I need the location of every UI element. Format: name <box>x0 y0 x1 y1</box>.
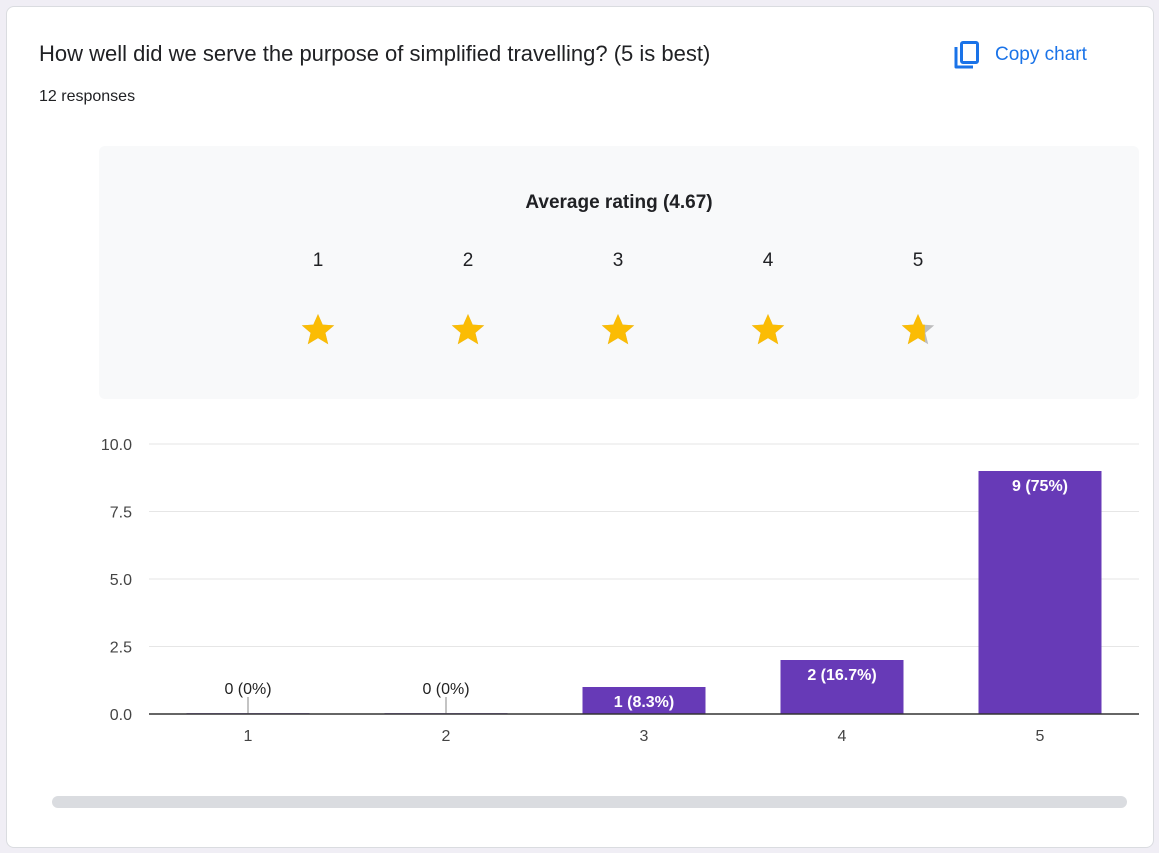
x-tick-label: 1 <box>244 728 253 745</box>
rating-number-2: 2 <box>462 250 474 271</box>
data-label: 2 (16.7%) <box>807 667 876 684</box>
horizontal-scrollbar[interactable] <box>52 796 1127 808</box>
star-icon <box>448 310 488 350</box>
copy-chart-label: Copy chart <box>995 44 1087 65</box>
x-tick-label: 3 <box>640 728 649 745</box>
rating-number-1: 1 <box>312 250 324 271</box>
data-label: 1 (8.3%) <box>614 694 674 711</box>
x-tick-label: 5 <box>1036 728 1045 745</box>
data-label: 0 (0%) <box>422 681 469 698</box>
y-tick-label: 0.0 <box>110 707 132 724</box>
question-title: How well did we serve the purpose of sim… <box>39 41 711 66</box>
data-label: 9 (75%) <box>1012 478 1068 495</box>
star-icon <box>598 310 638 350</box>
bar <box>780 660 904 714</box>
data-label: 0 (0%) <box>224 681 271 698</box>
x-tick-label: 2 <box>442 728 451 745</box>
star-icon <box>748 310 788 350</box>
star-icon <box>298 310 338 350</box>
average-rating-panel: Average rating (4.67) 1 2 3 4 5 <box>99 146 1139 399</box>
bar <box>582 687 706 714</box>
chart-card: How well did we serve the purpose of sim… <box>6 6 1154 848</box>
y-tick-label: 10.0 <box>101 437 132 454</box>
star-icon <box>898 310 938 350</box>
y-tick-label: 5.0 <box>110 572 132 589</box>
x-tick-label: 4 <box>838 728 847 745</box>
rating-number-4: 4 <box>762 250 774 271</box>
copy-icon <box>953 40 981 70</box>
bar-chart: 0.0 2.5 5.0 7.5 10.0 0 (0%) 1 0 (0%) 2 1 (8.3%) 3 2… <box>101 437 1139 745</box>
y-tick-label: 7.5 <box>110 505 132 522</box>
average-rating-label: Average rating (4.67) <box>525 192 713 213</box>
y-tick-label: 2.5 <box>110 640 132 657</box>
response-count: 12 responses <box>39 88 136 105</box>
copy-chart-button[interactable]: Copy chart <box>953 35 1087 75</box>
bar <box>978 471 1102 714</box>
rating-number-5: 5 <box>912 250 924 271</box>
rating-number-3: 3 <box>612 250 624 271</box>
